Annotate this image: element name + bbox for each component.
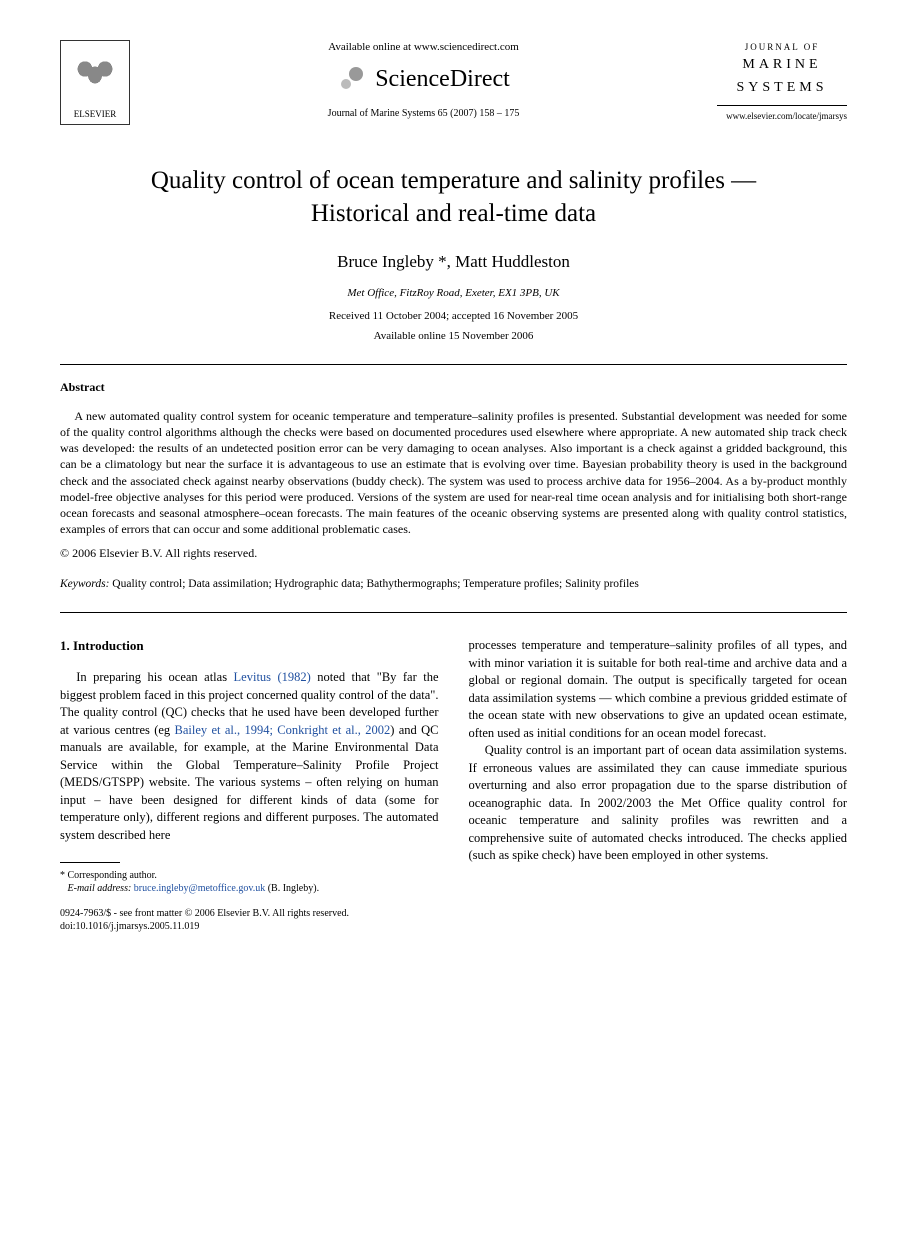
abstract-text: A new automated quality control system f…	[60, 408, 847, 538]
keywords-line: Keywords: Quality control; Data assimila…	[60, 576, 847, 592]
email-label: E-mail address:	[68, 883, 132, 894]
received-dates: Received 11 October 2004; accepted 16 No…	[60, 309, 847, 324]
journal-logo-line3: SYSTEMS	[717, 77, 847, 99]
issn-line: 0924-7963/$ - see front matter © 2006 El…	[60, 907, 439, 920]
publisher-name: ELSEVIER	[74, 108, 117, 121]
email-suffix: (B. Ingleby).	[265, 883, 319, 894]
elsevier-tree-icon	[70, 45, 120, 105]
corresponding-author-note: * Corresponding author.	[60, 869, 439, 882]
p1-text-c: ) and QC manuals are available, for exam…	[60, 723, 439, 842]
elsevier-logo: ELSEVIER	[60, 40, 130, 125]
section-heading: 1. Introduction	[60, 637, 439, 655]
journal-logo: JOURNAL OF MARINE SYSTEMS	[717, 40, 847, 106]
journal-logo-block: JOURNAL OF MARINE SYSTEMS www.elsevier.c…	[717, 40, 847, 123]
doi-line: doi:10.1016/j.jmarsys.2005.11.019	[60, 920, 439, 933]
affiliation: Met Office, FitzRoy Road, Exeter, EX1 3P…	[60, 286, 847, 301]
keywords-text: Quality control; Data assimilation; Hydr…	[109, 578, 638, 590]
abstract-copyright: © 2006 Elsevier B.V. All rights reserved…	[60, 545, 847, 562]
sciencedirect-logo: ScienceDirect	[150, 63, 697, 97]
intro-paragraph-2: Quality control is an important part of …	[469, 742, 848, 865]
intro-paragraph-1: In preparing his ocean atlas Levitus (19…	[60, 669, 439, 844]
divider-top	[60, 364, 847, 365]
available-date: Available online 15 November 2006	[60, 329, 847, 344]
article-title: Quality control of ocean temperature and…	[100, 165, 807, 230]
body-columns: 1. Introduction In preparing his ocean a…	[60, 637, 847, 933]
sciencedirect-text: ScienceDirect	[375, 63, 510, 97]
bottom-meta: 0924-7963/$ - see front matter © 2006 El…	[60, 907, 439, 933]
publisher-block: ELSEVIER	[60, 40, 130, 125]
journal-logo-line2: MARINE	[717, 54, 847, 76]
divider-bottom	[60, 612, 847, 613]
email-line: E-mail address: bruce.ingleby@metoffice.…	[60, 882, 439, 895]
keywords-label: Keywords:	[60, 578, 109, 590]
abstract-heading: Abstract	[60, 379, 847, 396]
journal-url: www.elsevier.com/locate/jmarsys	[717, 110, 847, 123]
center-header: Available online at www.sciencedirect.co…	[130, 40, 717, 121]
sciencedirect-icon	[337, 65, 367, 95]
footnote-separator	[60, 862, 120, 863]
p1-text-a: In preparing his ocean atlas	[76, 670, 233, 684]
intro-paragraph-1-cont: processes temperature and temperature–sa…	[469, 637, 848, 742]
available-online-text: Available online at www.sciencedirect.co…	[150, 40, 697, 55]
header-row: ELSEVIER Available online at www.science…	[60, 40, 847, 125]
column-right: processes temperature and temperature–sa…	[469, 637, 848, 933]
journal-logo-line1: JOURNAL OF	[717, 40, 847, 54]
citation-bailey-conkright[interactable]: Bailey et al., 1994; Conkright et al., 2…	[175, 723, 391, 737]
author-email[interactable]: bruce.ingleby@metoffice.gov.uk	[134, 883, 265, 894]
journal-reference: Journal of Marine Systems 65 (2007) 158 …	[150, 107, 697, 121]
authors: Bruce Ingleby *, Matt Huddleston	[60, 250, 847, 274]
citation-levitus[interactable]: Levitus (1982)	[234, 670, 311, 684]
column-left: 1. Introduction In preparing his ocean a…	[60, 637, 439, 933]
